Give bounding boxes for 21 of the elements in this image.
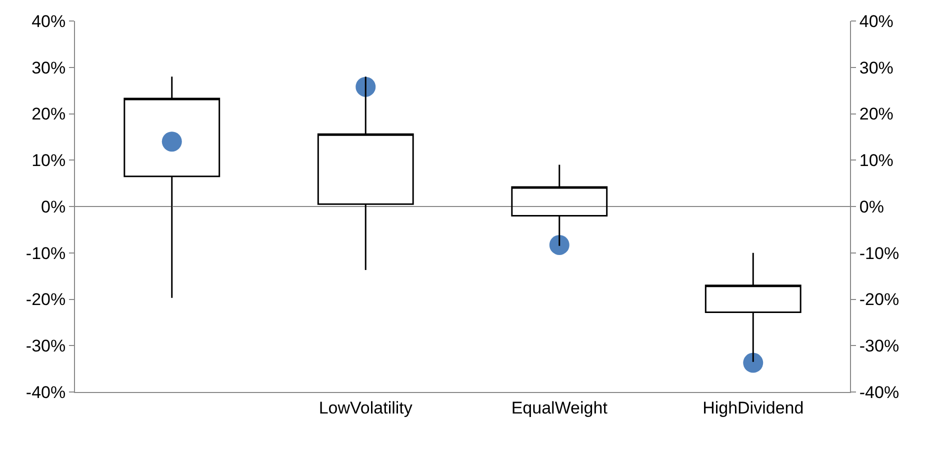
y2-tick-label: 40%: [859, 12, 894, 31]
y2-tick-label: 20%: [859, 104, 894, 124]
y2-tick-label: -40%: [859, 382, 900, 402]
y-tick-label: -10%: [26, 244, 66, 263]
y2-tick-label: 30%: [859, 58, 894, 78]
y2-tick-label: 10%: [859, 151, 894, 170]
y2-tick-label: -30%: [859, 336, 900, 356]
y-tick-label: -20%: [26, 290, 66, 310]
y-tick-label: 40%: [32, 12, 66, 31]
y2-tick-label: -20%: [859, 290, 900, 310]
x-tick-label: LowVolatility: [318, 398, 413, 418]
x-tick-label: EqualWeight: [511, 398, 608, 418]
y2-tick-label: -10%: [859, 244, 900, 263]
y-tick-label: -30%: [26, 336, 66, 356]
x-tick-label: HighDividend: [702, 398, 804, 418]
y-tick-label: 10%: [32, 151, 66, 170]
y-tick-label: 30%: [32, 58, 66, 78]
y-tick-label: -40%: [26, 382, 66, 402]
y2-tick-label: 0%: [859, 197, 884, 216]
y-tick-label: 0%: [41, 197, 66, 216]
y-tick-label: 20%: [32, 104, 66, 124]
